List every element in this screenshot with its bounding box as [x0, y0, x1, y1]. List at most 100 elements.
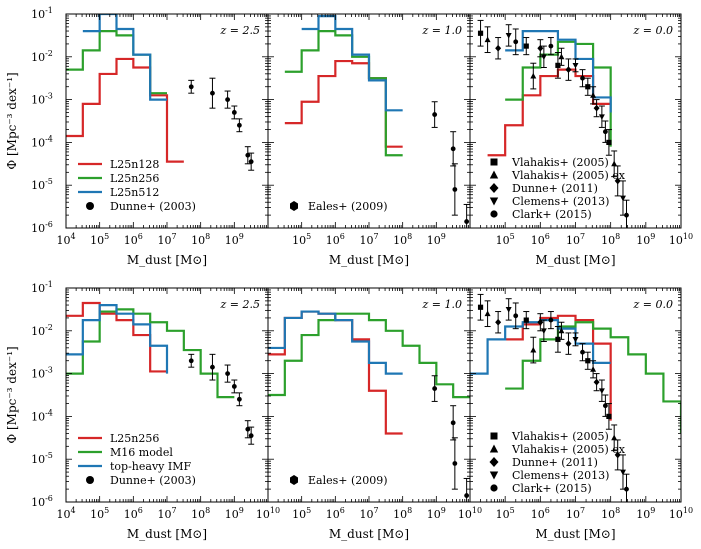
data-point	[555, 62, 561, 68]
data-point	[188, 84, 194, 90]
data-point	[580, 75, 585, 81]
legend-label: Vlahakis+ (2005) ex	[511, 169, 626, 182]
legend-label: Clemens+ (2013)	[512, 469, 609, 482]
y-tick-label: 10-5	[31, 177, 53, 192]
data-point	[572, 336, 579, 343]
data-point	[614, 451, 621, 459]
x-tick-label: 108	[393, 506, 412, 521]
histogram-line	[284, 30, 403, 157]
data-point	[590, 92, 597, 98]
x-tick-label: 105	[496, 232, 515, 247]
x-tick-label: 107	[359, 232, 378, 247]
y-tick-label: 10-1	[31, 280, 53, 295]
y-tick-label: 10-2	[31, 49, 53, 64]
redshift-label: z = 1.0	[422, 298, 463, 311]
redshift-label: z = 0.0	[633, 24, 674, 37]
data-point	[432, 112, 438, 117]
data-point	[210, 364, 215, 370]
data-point	[593, 104, 600, 112]
data-point	[585, 358, 591, 364]
data-point	[477, 30, 484, 36]
legend-label: L25n128	[110, 158, 159, 171]
x-tick-label: 106	[531, 232, 550, 247]
data-point	[565, 66, 572, 74]
redshift-label: z = 2.5	[220, 24, 261, 37]
panel-plot-area	[268, 310, 470, 502]
x-tick-label: 108	[601, 506, 620, 521]
x-tick-label: 108	[191, 232, 210, 247]
legend-label: Eales+ (2009)	[308, 200, 388, 213]
data-point	[624, 486, 629, 492]
legend-label: L25n512	[110, 186, 159, 199]
legend-label: Clark+ (2015)	[512, 482, 592, 495]
y-tick-label: 10-2	[31, 323, 53, 338]
redshift-label: z = 1.0	[422, 24, 463, 37]
legend-label: Clemens+ (2013)	[512, 195, 609, 208]
histogram-line	[66, 308, 235, 399]
data-point	[530, 72, 537, 79]
data-point	[619, 469, 626, 476]
data-point	[593, 378, 600, 386]
histogram-line	[66, 57, 184, 163]
x-tick-label: 108	[191, 506, 210, 521]
data-point	[614, 177, 621, 185]
data-point	[572, 62, 579, 69]
redshift-label: z = 2.5	[220, 298, 261, 311]
x-tick-label: 1010	[256, 506, 280, 521]
legend-label: L25n256	[110, 172, 159, 185]
data-point	[624, 212, 629, 218]
x-tick-label: 106	[531, 506, 550, 521]
data-point	[555, 336, 561, 342]
data-point	[464, 493, 470, 498]
legend-label: L25n256	[110, 432, 159, 445]
redshift-label: z = 0.0	[633, 298, 674, 311]
legend-marker	[489, 183, 499, 193]
data-point	[464, 219, 470, 224]
x-tick-label: 107	[157, 232, 176, 247]
legend-marker	[489, 457, 499, 467]
data-point	[606, 413, 612, 419]
data-point	[590, 366, 597, 372]
y-tick-label: 10-3	[31, 92, 53, 107]
x-tick-label: 106	[124, 506, 143, 521]
x-tick-label: 106	[326, 232, 345, 247]
data-point	[513, 313, 519, 319]
x-tick-label: 109	[636, 506, 655, 521]
data-point	[513, 39, 519, 45]
legend-label: Dunne+ (2011)	[512, 456, 598, 469]
data-point	[245, 426, 251, 432]
data-point	[580, 349, 585, 355]
data-point	[548, 317, 554, 323]
data-point	[236, 122, 242, 128]
x-tick-label: 105	[292, 506, 311, 521]
x-tick-label: 107	[157, 506, 176, 521]
panel-plot-area	[66, 301, 255, 445]
x-tick-label: 105	[292, 232, 311, 247]
histogram-line	[505, 30, 612, 113]
x-axis-label: M_dust [M⊙]	[329, 527, 409, 541]
data-point	[452, 187, 458, 192]
legend-marker	[86, 476, 94, 484]
legend-marker	[490, 210, 498, 218]
legend-marker	[489, 170, 499, 179]
x-tick-label: 107	[359, 506, 378, 521]
legend-label: Dunne+ (2003)	[110, 474, 196, 487]
data-point	[585, 84, 591, 90]
x-axis-label: M_dust [M⊙]	[127, 527, 207, 541]
data-point	[548, 43, 554, 49]
data-point	[231, 110, 237, 115]
panel-plot-area	[470, 293, 681, 502]
data-point	[236, 396, 242, 402]
y-tick-label: 10-6	[31, 494, 53, 509]
x-tick-label: 109	[636, 232, 655, 247]
data-point	[231, 384, 237, 389]
y-axis-label: Φ [Mpc⁻³ dex⁻¹]	[5, 346, 19, 443]
legend-marker	[490, 158, 498, 166]
histogram-line	[505, 321, 681, 434]
legend-marker	[489, 197, 499, 206]
legend-label: M16 model	[110, 446, 173, 459]
data-point	[495, 318, 502, 326]
x-axis-label: M_dust [M⊙]	[535, 527, 615, 541]
y-tick-label: 10-4	[31, 408, 53, 423]
data-point	[523, 43, 529, 49]
